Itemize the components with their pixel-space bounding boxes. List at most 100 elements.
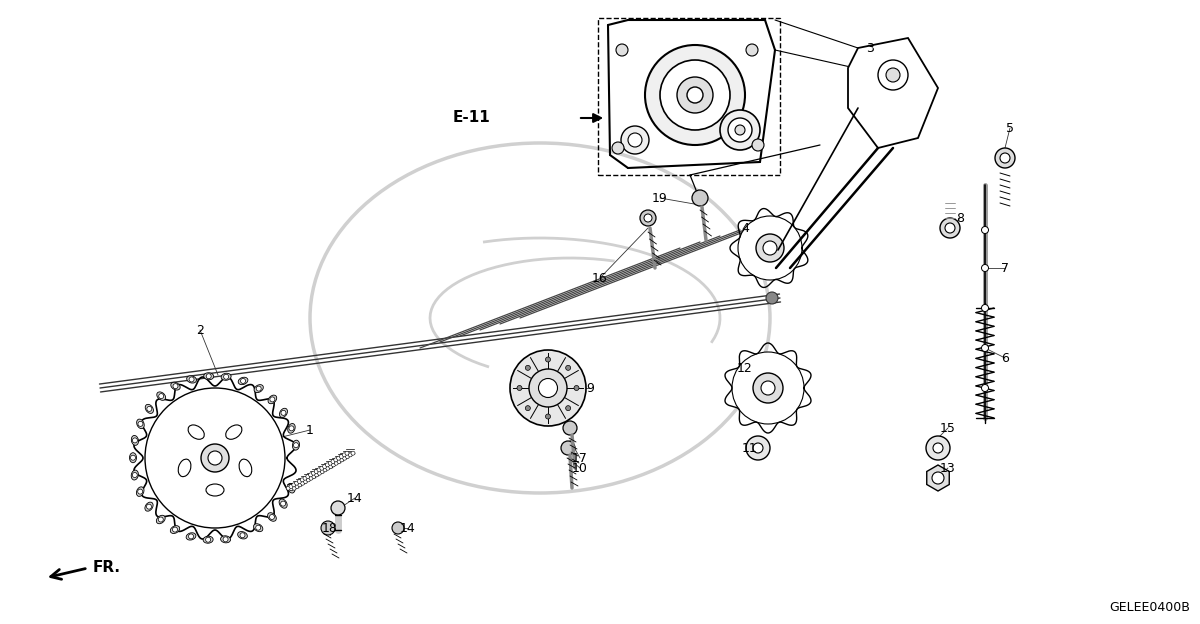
- Text: 18: 18: [322, 522, 338, 535]
- Ellipse shape: [238, 532, 247, 539]
- Circle shape: [517, 386, 522, 391]
- Circle shape: [756, 234, 784, 262]
- Circle shape: [940, 218, 960, 238]
- Circle shape: [878, 60, 908, 90]
- Circle shape: [323, 464, 326, 469]
- Ellipse shape: [188, 425, 204, 439]
- Circle shape: [131, 456, 136, 461]
- Circle shape: [298, 483, 302, 487]
- Circle shape: [223, 537, 228, 542]
- Text: 16: 16: [592, 271, 608, 285]
- Circle shape: [982, 344, 989, 351]
- Circle shape: [317, 468, 322, 472]
- Circle shape: [289, 484, 293, 489]
- Circle shape: [158, 394, 163, 399]
- Circle shape: [298, 479, 301, 484]
- Circle shape: [337, 456, 341, 460]
- Circle shape: [329, 461, 332, 465]
- Circle shape: [982, 227, 989, 233]
- Circle shape: [314, 469, 318, 474]
- Text: 13: 13: [940, 462, 956, 474]
- Circle shape: [546, 357, 551, 362]
- Circle shape: [720, 110, 760, 150]
- Circle shape: [326, 466, 330, 470]
- Ellipse shape: [186, 533, 196, 540]
- Circle shape: [289, 426, 294, 431]
- Text: 9: 9: [586, 381, 594, 394]
- Circle shape: [728, 118, 752, 142]
- Circle shape: [692, 190, 708, 206]
- Circle shape: [294, 442, 299, 447]
- Circle shape: [208, 451, 222, 465]
- Circle shape: [1000, 153, 1010, 163]
- Ellipse shape: [145, 502, 154, 511]
- Circle shape: [612, 142, 624, 154]
- Circle shape: [318, 471, 322, 475]
- Circle shape: [312, 471, 316, 475]
- Circle shape: [256, 386, 262, 391]
- Circle shape: [946, 223, 955, 233]
- Circle shape: [173, 384, 178, 389]
- Ellipse shape: [221, 373, 232, 380]
- Text: 11: 11: [742, 442, 758, 454]
- Circle shape: [340, 454, 343, 459]
- Ellipse shape: [238, 378, 248, 384]
- Circle shape: [322, 521, 335, 535]
- Circle shape: [331, 501, 346, 515]
- Ellipse shape: [145, 404, 154, 413]
- Circle shape: [270, 514, 275, 520]
- Ellipse shape: [280, 408, 288, 417]
- Circle shape: [146, 504, 151, 509]
- Circle shape: [510, 350, 586, 426]
- Ellipse shape: [253, 524, 263, 532]
- Circle shape: [146, 406, 152, 411]
- Circle shape: [565, 365, 571, 371]
- Circle shape: [343, 456, 347, 460]
- Circle shape: [754, 443, 763, 453]
- Circle shape: [526, 365, 530, 371]
- Circle shape: [346, 454, 349, 459]
- Circle shape: [352, 451, 355, 455]
- Circle shape: [300, 478, 305, 482]
- Circle shape: [205, 537, 211, 542]
- Ellipse shape: [187, 376, 197, 383]
- Circle shape: [206, 374, 211, 379]
- Circle shape: [337, 459, 341, 464]
- Circle shape: [240, 378, 246, 383]
- Circle shape: [335, 461, 338, 465]
- Circle shape: [331, 463, 336, 467]
- Ellipse shape: [226, 425, 242, 439]
- Text: 7: 7: [1001, 261, 1009, 275]
- Circle shape: [329, 464, 332, 469]
- Ellipse shape: [179, 459, 191, 477]
- Polygon shape: [848, 38, 938, 148]
- Circle shape: [314, 473, 319, 477]
- Circle shape: [766, 292, 778, 304]
- Circle shape: [565, 406, 571, 411]
- Circle shape: [334, 458, 338, 462]
- Circle shape: [138, 489, 143, 494]
- Ellipse shape: [156, 515, 166, 524]
- Ellipse shape: [137, 487, 144, 497]
- Circle shape: [287, 486, 290, 490]
- Circle shape: [256, 525, 260, 530]
- Ellipse shape: [157, 392, 166, 401]
- Ellipse shape: [204, 373, 214, 380]
- Text: 15: 15: [940, 421, 956, 434]
- Circle shape: [934, 443, 943, 453]
- Circle shape: [293, 486, 296, 490]
- Circle shape: [320, 469, 324, 474]
- Circle shape: [526, 406, 530, 411]
- Ellipse shape: [288, 484, 295, 493]
- Text: FR.: FR.: [94, 560, 121, 575]
- Circle shape: [306, 478, 311, 482]
- Text: 1: 1: [306, 424, 314, 437]
- Circle shape: [738, 216, 802, 280]
- Circle shape: [188, 534, 193, 539]
- Circle shape: [982, 384, 989, 391]
- Circle shape: [331, 459, 335, 464]
- Ellipse shape: [170, 525, 180, 534]
- Circle shape: [132, 472, 137, 477]
- Ellipse shape: [131, 436, 138, 446]
- Circle shape: [763, 241, 778, 255]
